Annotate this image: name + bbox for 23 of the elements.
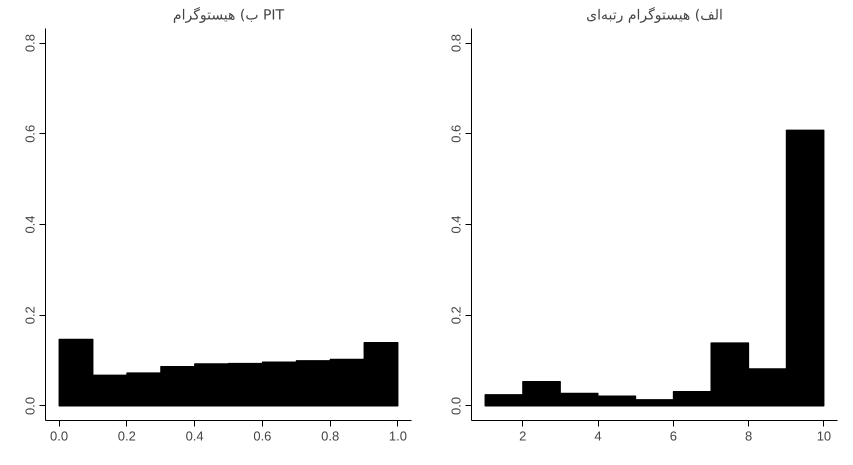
y-tick-label: 0.4 — [22, 215, 38, 234]
y-tick-label: 0.0 — [22, 396, 38, 416]
x-tick-label: 6 — [670, 428, 677, 444]
y-tick-label: 0.8 — [448, 34, 464, 52]
y-tick-label: 0.6 — [22, 124, 38, 143]
x-tick-label: 2 — [519, 428, 526, 444]
y-tick-label: 0.6 — [448, 124, 464, 143]
x-tick-label: 1.0 — [388, 428, 407, 444]
y-tick-label: 0.0 — [448, 396, 464, 416]
x-tick-label: 4 — [594, 428, 602, 444]
x-tick-label: 0.6 — [253, 428, 272, 444]
x-tick-label: 0.0 — [50, 428, 68, 444]
chart-title: ب) هیستوگرام PIT — [172, 6, 285, 24]
y-tick-label: 0.2 — [22, 306, 38, 324]
y-tick-label: 0.2 — [448, 306, 464, 324]
x-tick-label: 10 — [816, 428, 832, 444]
chart-title: الف) هیستوگرام رتبه‌ای — [586, 6, 723, 24]
x-tick-label: 0.8 — [321, 428, 340, 444]
x-tick-label: 0.2 — [118, 428, 136, 444]
x-tick-label: 8 — [745, 428, 752, 444]
x-tick-label: 0.4 — [186, 428, 204, 444]
y-tick-label: 0.8 — [22, 34, 38, 52]
y-tick-label: 0.4 — [448, 215, 464, 234]
